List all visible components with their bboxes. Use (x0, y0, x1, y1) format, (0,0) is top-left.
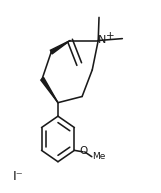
Polygon shape (50, 41, 70, 54)
Polygon shape (41, 77, 58, 103)
Text: O: O (80, 146, 88, 156)
Text: +: + (106, 31, 115, 41)
Text: I⁻: I⁻ (13, 170, 24, 183)
Text: Me: Me (92, 152, 105, 161)
Text: N: N (98, 35, 106, 45)
